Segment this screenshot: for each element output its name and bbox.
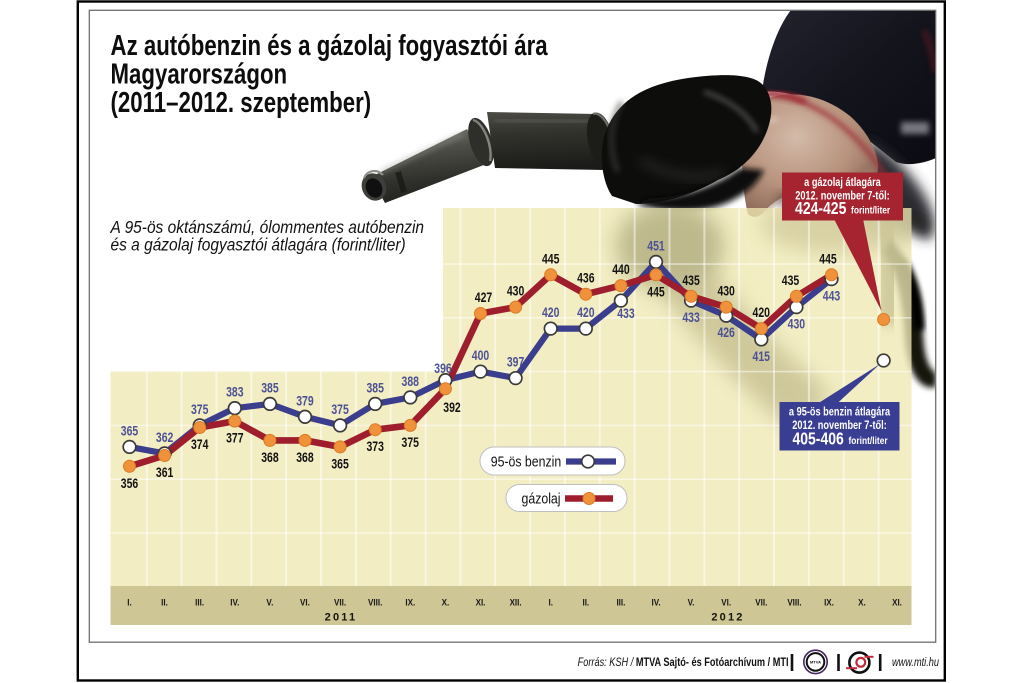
svg-text:95-ös benzin: 95-ös benzin	[491, 454, 561, 470]
svg-text:365: 365	[121, 423, 139, 439]
svg-text:435: 435	[682, 273, 700, 289]
svg-text:VII.: VII.	[755, 597, 767, 608]
svg-text:2012: 2012	[711, 612, 744, 624]
svg-text:361: 361	[156, 465, 174, 481]
svg-text:MTVA: MTVA	[810, 660, 821, 665]
svg-text:427: 427	[475, 290, 493, 306]
svg-text:forint/liter: forint/liter	[851, 205, 890, 217]
svg-text:Forrás: KSH / MTVA Sajtó- és F: Forrás: KSH / MTVA Sajtó- és Fotóarchívu…	[578, 657, 789, 669]
svg-text:(2011–2012. szeptember): (2011–2012. szeptember)	[111, 87, 372, 118]
svg-text:a gázolaj átlagára: a gázolaj átlagára	[804, 177, 881, 189]
svg-text:V.: V.	[688, 597, 695, 608]
svg-text:XI.: XI.	[892, 597, 902, 608]
svg-text:426: 426	[717, 325, 735, 341]
svg-text:gázolaj: gázolaj	[522, 491, 561, 507]
svg-text:XII.: XII.	[510, 597, 522, 608]
svg-text:III.: III.	[616, 597, 625, 608]
svg-text:433: 433	[682, 310, 700, 326]
svg-text:435: 435	[782, 273, 800, 289]
svg-text:II.: II.	[582, 597, 589, 608]
svg-text:379: 379	[296, 393, 314, 409]
svg-text:és a gázolaj fogyasztói átlagá: és a gázolaj fogyasztói átlagára (forint…	[111, 235, 406, 255]
svg-text:373: 373	[366, 439, 384, 455]
svg-text:433: 433	[617, 306, 635, 322]
svg-text:I.: I.	[548, 597, 552, 608]
svg-text:375: 375	[331, 402, 349, 418]
svg-text:356: 356	[121, 476, 139, 492]
svg-text:445: 445	[542, 251, 560, 267]
svg-text:VIII.: VIII.	[368, 597, 382, 608]
svg-text:IX.: IX.	[824, 597, 834, 608]
svg-text:430: 430	[507, 283, 525, 299]
svg-text:392: 392	[443, 400, 461, 416]
svg-text:VIII.: VIII.	[787, 597, 801, 608]
svg-text:III.: III.	[195, 597, 204, 608]
svg-text:2011: 2011	[325, 612, 358, 624]
svg-text:2012. november 7-től:: 2012. november 7-től:	[795, 191, 890, 203]
svg-text:397: 397	[507, 354, 525, 370]
svg-text:445: 445	[647, 284, 665, 300]
svg-text:forint/liter: forint/liter	[848, 435, 887, 447]
svg-text:X.: X.	[858, 597, 866, 608]
svg-text:375: 375	[191, 402, 209, 418]
svg-text:362: 362	[156, 430, 174, 446]
svg-text:a 95-ös benzin átlagára: a 95-ös benzin átlagára	[789, 407, 890, 419]
svg-text:400: 400	[472, 348, 490, 364]
svg-text:2012. november 7-től:: 2012. november 7-től:	[792, 420, 887, 432]
svg-text:424-425: 424-425	[795, 200, 846, 219]
svg-text:436: 436	[577, 270, 595, 286]
svg-text:388: 388	[402, 374, 420, 390]
svg-text:365: 365	[331, 456, 349, 472]
svg-text:396: 396	[434, 361, 452, 377]
svg-text:V.: V.	[266, 597, 273, 608]
svg-text:IV.: IV.	[230, 597, 239, 608]
svg-text:451: 451	[647, 238, 665, 254]
svg-text:420: 420	[542, 305, 560, 321]
svg-text:A 95-ös oktánszámú, ólommentes: A 95-ös oktánszámú, ólommentes autóbenzi…	[110, 217, 424, 237]
svg-text:385: 385	[366, 380, 384, 396]
svg-text:II.: II.	[161, 597, 168, 608]
svg-text:385: 385	[261, 380, 279, 396]
svg-text:440: 440	[612, 262, 630, 278]
svg-text:375: 375	[402, 435, 420, 451]
svg-text:415: 415	[753, 349, 771, 365]
svg-text:www.mti.hu: www.mti.hu	[892, 657, 939, 669]
svg-text:420: 420	[753, 305, 771, 321]
svg-text:368: 368	[261, 450, 279, 466]
svg-text:IV.: IV.	[651, 597, 660, 608]
svg-text:377: 377	[226, 430, 244, 446]
svg-text:430: 430	[788, 316, 806, 332]
svg-text:VII.: VII.	[334, 597, 346, 608]
svg-text:Magyarországon: Magyarországon	[111, 59, 288, 90]
svg-text:Az autóbenzin és a gázolaj fog: Az autóbenzin és a gázolaj fogyasztói ár…	[111, 30, 549, 61]
svg-text:405-406: 405-406	[792, 430, 843, 449]
svg-text:443: 443	[823, 288, 841, 304]
svg-text:383: 383	[226, 384, 244, 400]
svg-text:VI.: VI.	[300, 597, 310, 608]
svg-text:430: 430	[717, 283, 735, 299]
svg-text:374: 374	[191, 437, 209, 453]
svg-text:XI.: XI.	[476, 597, 486, 608]
svg-text:445: 445	[819, 251, 837, 267]
svg-text:VI.: VI.	[721, 597, 731, 608]
svg-text:X.: X.	[442, 597, 450, 608]
svg-text:IX.: IX.	[405, 597, 415, 608]
svg-text:I.: I.	[127, 597, 131, 608]
svg-text:368: 368	[296, 450, 314, 466]
svg-text:420: 420	[577, 305, 595, 321]
